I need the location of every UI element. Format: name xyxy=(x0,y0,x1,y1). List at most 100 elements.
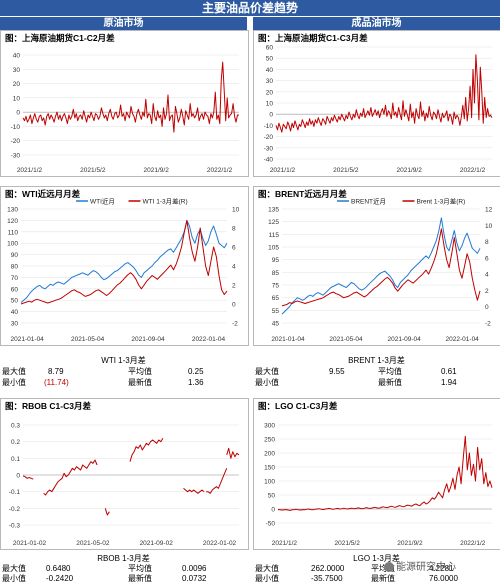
y-tick-label: 30 xyxy=(266,78,274,85)
latest-label: 最新值 xyxy=(128,378,152,387)
stats-title: BRENT 1-3月差 xyxy=(348,356,405,365)
y2-tick-label: 6 xyxy=(485,255,489,262)
series-line xyxy=(275,54,493,133)
rbob-stats: RBOB 1-3月差 最大值 0.6480 平均值 0.0096 最小值 -0.… xyxy=(0,553,247,587)
y-tick-label: 55 xyxy=(272,308,280,315)
avg-value: 0.25 xyxy=(188,367,204,376)
y-tick-label: 70 xyxy=(11,275,19,282)
x-tick-label: 2021/9/2 xyxy=(397,540,423,547)
y2-tick-label: 10 xyxy=(485,223,493,230)
chart-svg: -40 -30 -20 -10 0 10 20 30 40 50 60 2021/1/2 2021/5/… xyxy=(264,45,493,174)
latest-label: 最新值 xyxy=(371,574,395,583)
min-label: 最小值 xyxy=(255,378,279,387)
y-tick-label: -50 xyxy=(266,521,276,528)
y2-tick-label: 8 xyxy=(485,239,489,246)
y-tick-label: 45 xyxy=(272,321,280,328)
y-tick-label: 100 xyxy=(264,479,275,486)
y2-tick-label: 0 xyxy=(485,304,489,311)
y2-tick-label: 2 xyxy=(485,288,489,295)
x-tick-label: 2021/1/2 xyxy=(17,167,43,174)
chart-panel-lgo: 图：LGO C1-C3月差 -50 0 50 100 150 200 250 300 2021/… xyxy=(253,398,500,550)
y-tick-label: 40 xyxy=(266,67,274,74)
x-tick-label: 2022-01-04 xyxy=(192,336,226,343)
avg-label: 平均值 xyxy=(378,367,402,376)
latest-value: 76.0000 xyxy=(429,574,458,583)
y-tick-label: 0.3 xyxy=(11,423,20,430)
latest-label: 最新值 xyxy=(128,574,152,583)
y-tick-label: 0 xyxy=(271,507,275,514)
section-crude-header: 原油市场 xyxy=(0,17,247,30)
y-tick-label: 300 xyxy=(264,423,275,430)
x-tick-label: 2021-05-02 xyxy=(76,540,110,547)
avg-label: 平均值 xyxy=(128,564,152,573)
y-tick-label: 115 xyxy=(269,232,280,239)
series-line xyxy=(206,468,228,494)
y-tick-label: 0.2 xyxy=(11,439,20,446)
stats-row-min: 最小值 -0.2420 最新值 0.0732 xyxy=(0,574,247,584)
y-tick-label: -0.3 xyxy=(9,523,21,530)
stats-row-max: 最大值 8.79 平均值 0.25 xyxy=(0,367,247,377)
chart-title: 图：上海原油期货C1-C2月差 xyxy=(5,33,115,43)
y-tick-label: 85 xyxy=(272,270,280,277)
y2-tick-label: 10 xyxy=(232,207,240,214)
legend-label: BRENT近月 xyxy=(351,197,386,206)
x-tick-label: 2021-05-04 xyxy=(71,336,105,343)
y-tick-label: 10 xyxy=(266,101,274,108)
y-tick-label: -10 xyxy=(11,124,21,131)
chart-title: 图：BRENT近远月月差 xyxy=(258,189,347,199)
chart-svg: -0.3 -0.2 -0.1 0 0.1 0.2 0.3 2021-01-02 2021-05-… xyxy=(9,423,240,547)
x-tick-label: 2022/1/2 xyxy=(460,167,486,174)
avg-value: 0.61 xyxy=(441,367,457,376)
chart-panel-wti: 图：WTI近远月月差 30 40 50 60 70 80 90 100 110 120 130 -2 0… xyxy=(0,186,249,346)
y2-tick-label: 4 xyxy=(232,264,236,271)
y-tick-label: -30 xyxy=(264,145,274,152)
series-line xyxy=(226,447,240,459)
wechat-icon xyxy=(384,562,394,573)
x-tick-label: 2021-09-04 xyxy=(131,336,165,343)
max-value: 0.6480 xyxy=(46,564,71,573)
y2-tick-label: 12 xyxy=(485,207,493,214)
avg-value: 0.0096 xyxy=(182,564,207,573)
chart-title: 图：上海原油期货C1-C3月差 xyxy=(258,33,368,43)
series-line xyxy=(20,219,228,303)
x-tick-label: 2021-09-02 xyxy=(140,540,174,547)
series-line xyxy=(183,487,205,494)
y2-tick-label: -2 xyxy=(485,321,491,328)
y-tick-label: -40 xyxy=(264,157,274,164)
y2-tick-label: 0 xyxy=(232,302,236,309)
chart-svg: 45 55 65 75 85 95 105 115 125 135 -2 0 2 4 6 8 10 12 2021-… xyxy=(268,197,493,344)
x-tick-label: 2021-01-04 xyxy=(11,336,45,343)
series-line xyxy=(281,217,481,315)
y-tick-label: 200 xyxy=(264,451,275,458)
y2-tick-label: 4 xyxy=(485,272,489,279)
y-tick-label: 20 xyxy=(13,81,21,88)
watermark-text: 能源研究中心 xyxy=(396,562,456,573)
stats-row-min: 最小值 最新值 1.94 xyxy=(253,378,500,388)
latest-value: 0.0732 xyxy=(182,574,207,583)
chart-panel-brent: 图：BRENT近远月月差 45 55 65 75 85 95 105 115 125 135 -2 0… xyxy=(253,186,500,346)
y-tick-label: 50 xyxy=(11,298,19,305)
y-tick-label: 60 xyxy=(11,286,19,293)
y-tick-label: 130 xyxy=(7,207,18,214)
stats-row-max: 最大值 0.6480 平均值 0.0096 xyxy=(0,564,247,574)
avg-label: 平均值 xyxy=(128,367,152,376)
chart-panel-rbob: 图：RBOB C1-C3月差 -0.3 -0.2 -0.1 0 0.1 0.2 0.3 202… xyxy=(0,398,249,550)
chart-panel-sc-c1c3: 图：上海原油期货C1-C3月差 -40 -30 -20 -10 0 10 20 30 40 50 6… xyxy=(253,30,500,177)
y-tick-label: -0.1 xyxy=(9,489,21,496)
y-tick-label: -20 xyxy=(264,134,274,141)
x-tick-label: 2021-05-04 xyxy=(329,336,363,343)
y-tick-label: 110 xyxy=(8,229,19,236)
stats-row-min: 最小值 -35.7500 最新值 76.0000 xyxy=(253,574,500,584)
y-tick-label: 125 xyxy=(268,219,279,226)
y-tick-label: 120 xyxy=(7,218,18,225)
x-tick-label: 2021-09-04 xyxy=(387,336,421,343)
y-tick-label: 60 xyxy=(266,45,274,52)
y-tick-label: 250 xyxy=(264,437,275,444)
chart-svg: -50 0 50 100 150 200 250 300 2021/1/2 2021/5/2 202… xyxy=(264,423,493,547)
y2-tick-label: -2 xyxy=(232,321,238,328)
chart-panel-sc-c1c2: 图：上海原油期货C1-C2月差 -30 -20 -10 0 10 20 30 40 2021/1… xyxy=(0,30,249,177)
max-label: 最大值 xyxy=(255,367,279,376)
x-tick-label: 2021-01-02 xyxy=(13,540,47,547)
legend-label: WTI近月 xyxy=(90,197,115,206)
min-label: 最小值 xyxy=(2,378,26,387)
